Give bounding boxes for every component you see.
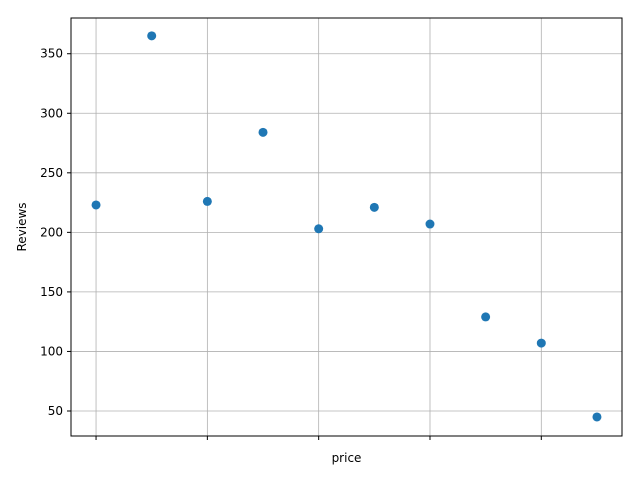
data-points — [91, 31, 602, 422]
y-axis-label: Reviews — [15, 202, 29, 251]
data-point — [592, 412, 602, 422]
x-axis-ticks — [95, 436, 542, 440]
x-axis-label: price — [332, 451, 362, 465]
y-tick-label: 250 — [40, 166, 63, 180]
data-point — [147, 31, 157, 41]
data-point — [91, 200, 101, 210]
y-tick-label: 150 — [40, 285, 63, 299]
data-point — [481, 312, 491, 322]
y-tick-label: 300 — [40, 106, 63, 120]
y-tick-label: 350 — [40, 47, 63, 61]
data-point — [425, 219, 435, 229]
data-point — [258, 127, 268, 137]
data-point — [202, 196, 212, 206]
y-tick-label: 100 — [40, 344, 63, 358]
y-tick-label: 200 — [40, 225, 63, 239]
plot-frame — [70, 17, 623, 437]
y-tick-label: 50 — [48, 404, 63, 418]
data-point — [536, 338, 546, 348]
data-point — [369, 202, 379, 212]
y-axis-ticks: 50 100 150 200 250 300 350 — [40, 47, 71, 418]
data-point — [314, 224, 324, 234]
